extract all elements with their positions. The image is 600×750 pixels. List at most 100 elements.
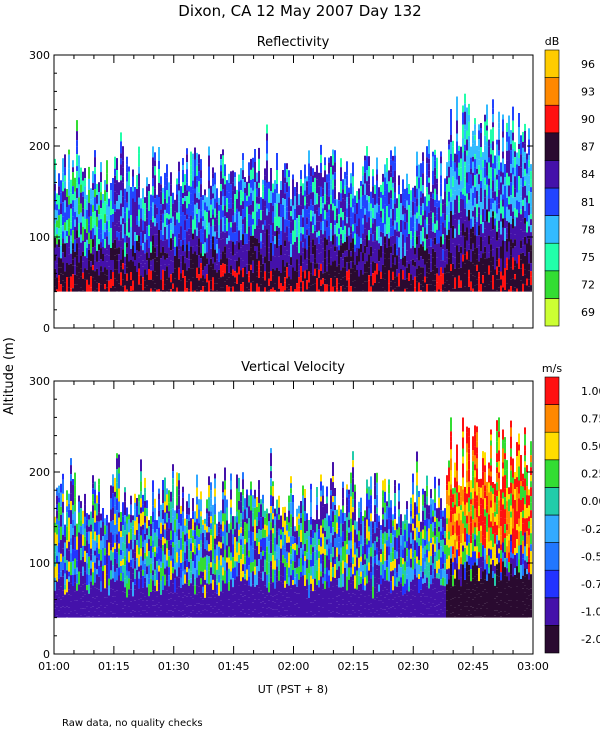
field-cell [428, 163, 430, 171]
field-cell [502, 119, 504, 132]
field-cell [496, 240, 498, 248]
field-cell [404, 188, 406, 200]
field-cell [480, 284, 482, 292]
field-cell [268, 211, 270, 225]
field-cell [354, 204, 356, 214]
field-cell [518, 244, 520, 250]
field-cell [218, 511, 220, 522]
field-cell [448, 221, 450, 230]
field-cell [334, 225, 336, 235]
field-cell [84, 504, 86, 517]
field-cell [406, 236, 408, 251]
field-cell [178, 279, 180, 292]
field-cell [466, 251, 468, 260]
field-cell [264, 517, 266, 525]
field-cell [98, 560, 100, 566]
field-cell [162, 203, 164, 214]
field-cell [248, 214, 250, 227]
field-cell [176, 605, 178, 618]
field-cell [482, 152, 484, 161]
field-cell [110, 260, 112, 270]
field-cell [174, 592, 176, 601]
field-cell [92, 483, 94, 489]
field-cell [158, 607, 160, 618]
field-cell [296, 259, 298, 272]
field-cell [186, 258, 188, 271]
field-cell [278, 227, 280, 235]
field-cell [246, 200, 248, 207]
field-cell [84, 571, 86, 584]
field-cell [120, 180, 122, 191]
field-cell [204, 253, 206, 267]
field-cell [156, 289, 158, 292]
field-cell [58, 573, 60, 579]
field-cell [54, 603, 56, 609]
field-cell [242, 489, 244, 496]
field-cell [232, 269, 234, 276]
field-cell [270, 486, 272, 496]
field-cell [272, 275, 274, 288]
field-cell [196, 496, 198, 505]
field-cell [436, 257, 438, 268]
field-cell [428, 268, 430, 274]
field-cell [372, 208, 374, 219]
field-cell [418, 274, 420, 283]
field-cell [162, 213, 164, 223]
field-cell [116, 482, 118, 489]
field-cell [104, 248, 106, 256]
field-cell [200, 540, 202, 548]
field-cell [494, 211, 496, 219]
field-cell [88, 224, 90, 233]
field-cell [262, 224, 264, 230]
field-cell [264, 571, 266, 586]
field-cell [504, 280, 506, 290]
field-cell [362, 290, 364, 292]
field-cell [100, 513, 102, 521]
field-cell [330, 195, 332, 205]
field-cell [210, 612, 212, 618]
field-cell [306, 203, 308, 210]
field-cell [254, 216, 256, 229]
field-cell [368, 184, 370, 197]
field-cell [292, 230, 294, 245]
field-cell [146, 516, 148, 529]
field-cell [60, 561, 62, 572]
field-cell [120, 203, 122, 217]
field-cell [250, 531, 252, 546]
field-cell [154, 258, 156, 272]
field-cell [112, 613, 114, 618]
field-cell [524, 284, 526, 292]
field-cell [152, 505, 154, 512]
field-cell [266, 614, 268, 618]
field-cell [518, 202, 520, 213]
field-cell [64, 271, 66, 283]
field-cell [286, 250, 288, 263]
field-cell [222, 189, 224, 197]
field-cell [166, 225, 168, 240]
field-cell [86, 590, 88, 602]
field-cell [340, 245, 342, 258]
reflectivity-title: Reflectivity [257, 35, 330, 50]
field-cell [530, 219, 532, 226]
field-cell [248, 183, 250, 197]
field-cell [108, 220, 110, 232]
field-cell [166, 494, 168, 506]
field-cell [188, 217, 190, 229]
field-cell [490, 177, 492, 189]
field-cell [58, 512, 60, 521]
field-cell [250, 179, 252, 188]
field-cell [510, 255, 512, 268]
field-cell [228, 523, 230, 533]
field-cell [158, 219, 160, 230]
field-cell [390, 198, 392, 210]
field-cell [112, 272, 114, 286]
field-cell [482, 160, 484, 168]
field-cell [366, 170, 368, 182]
field-cell [58, 542, 60, 553]
field-cell [290, 265, 292, 280]
field-cell [302, 209, 304, 218]
field-cell [410, 260, 412, 275]
field-cell [528, 270, 530, 280]
field-cell [254, 276, 256, 288]
